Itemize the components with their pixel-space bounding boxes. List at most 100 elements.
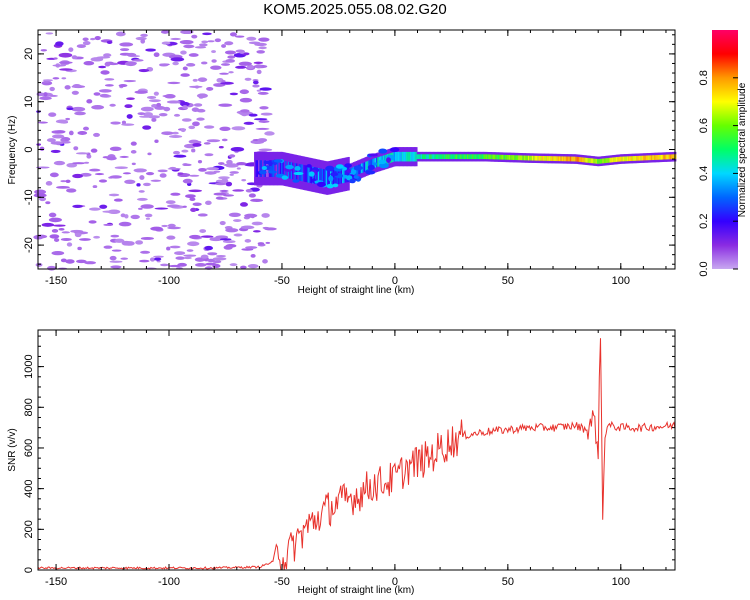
noise-blob bbox=[61, 77, 67, 80]
noise-blob bbox=[93, 92, 101, 96]
ridge-core bbox=[519, 155, 522, 161]
ridge-core bbox=[400, 151, 403, 162]
noise-blob bbox=[88, 220, 97, 224]
ridge-core bbox=[277, 160, 280, 177]
noise-blob bbox=[84, 261, 97, 265]
noise-blob bbox=[244, 239, 252, 243]
noise-blob bbox=[71, 106, 86, 112]
noise-blob bbox=[188, 125, 196, 130]
ridge-core bbox=[561, 156, 564, 162]
snr-x-tick-label: 0 bbox=[392, 576, 398, 588]
ridge-core bbox=[514, 155, 517, 161]
noise-blob bbox=[239, 202, 248, 207]
ridge-core bbox=[576, 156, 579, 162]
noise-blob bbox=[78, 238, 91, 241]
ridge-core bbox=[587, 158, 590, 163]
noise-blob bbox=[145, 172, 155, 176]
noise-blob bbox=[219, 238, 232, 241]
ridge-blob bbox=[332, 183, 339, 188]
ridge-core bbox=[542, 155, 545, 161]
ridge-blob bbox=[330, 172, 339, 177]
ridge-core bbox=[657, 154, 661, 160]
noise-blob bbox=[153, 255, 164, 258]
noise-blob bbox=[41, 222, 55, 227]
noise-blob bbox=[201, 235, 214, 238]
noise-blob bbox=[102, 210, 116, 213]
noise-blob bbox=[65, 259, 75, 264]
noise-blob bbox=[206, 139, 221, 143]
noise-blob bbox=[219, 72, 229, 75]
ridge-core bbox=[355, 165, 358, 176]
noise-blob bbox=[153, 91, 159, 96]
noise-blob bbox=[90, 57, 104, 62]
noise-blob bbox=[218, 176, 230, 180]
ridge-core bbox=[591, 158, 594, 164]
ridge-core bbox=[393, 152, 396, 162]
ridge-blob bbox=[325, 165, 335, 172]
noise-blob bbox=[167, 223, 176, 228]
ridge-core bbox=[453, 154, 456, 160]
ridge-core bbox=[343, 166, 346, 183]
ridge-core bbox=[611, 157, 615, 163]
noise-blob bbox=[72, 162, 86, 165]
spectrogram-y-tick-label: -10 bbox=[23, 189, 35, 205]
ridge-blob bbox=[386, 157, 391, 163]
noise-blob bbox=[139, 115, 153, 118]
ridge-core bbox=[362, 162, 365, 173]
ridge-core bbox=[489, 154, 493, 160]
noise-blob bbox=[43, 80, 50, 84]
noise-blob bbox=[248, 113, 258, 117]
ridge-core bbox=[606, 158, 609, 163]
noise-blob bbox=[133, 168, 147, 173]
noise-blob bbox=[172, 61, 179, 66]
ridge-core bbox=[443, 154, 446, 160]
noise-blob bbox=[182, 66, 188, 71]
noise-blob bbox=[236, 161, 247, 166]
noise-blob bbox=[207, 252, 218, 256]
snr-x-tick-label: -150 bbox=[45, 576, 67, 588]
noise-blob bbox=[246, 64, 255, 70]
ridge-core bbox=[632, 156, 635, 161]
noise-blob bbox=[225, 228, 239, 233]
ridge-core bbox=[672, 154, 676, 160]
noise-blob bbox=[183, 256, 192, 260]
ridge-core bbox=[487, 154, 490, 160]
noise-blob bbox=[121, 240, 132, 246]
noise-blob bbox=[104, 84, 114, 87]
ridge-core bbox=[515, 155, 518, 161]
ridge-core bbox=[342, 166, 345, 184]
ridge-core bbox=[655, 155, 658, 160]
ridge-blob bbox=[328, 175, 334, 182]
noise-blob bbox=[253, 61, 264, 65]
ridge-core bbox=[526, 155, 529, 161]
colorbar-tick-label: 0.6 bbox=[698, 118, 710, 133]
ridge-core bbox=[575, 156, 578, 162]
noise-blob bbox=[241, 113, 248, 117]
ridge-core bbox=[493, 154, 497, 160]
snr-x-ticks: -150 -100 -50 0 50 100 bbox=[45, 330, 667, 588]
noise-blob bbox=[180, 101, 190, 107]
noise-blob bbox=[185, 194, 196, 199]
ridge-core bbox=[552, 156, 555, 161]
noise-blob bbox=[49, 172, 59, 178]
ridge-core bbox=[541, 155, 544, 161]
ridge-core bbox=[256, 160, 259, 177]
noise-blob bbox=[236, 167, 241, 170]
noise-blob bbox=[219, 220, 226, 226]
noise-blob bbox=[188, 139, 200, 144]
noise-blob bbox=[261, 213, 270, 218]
ridge-core bbox=[454, 154, 457, 160]
noise-blob bbox=[239, 89, 250, 95]
ridge-core bbox=[384, 155, 387, 165]
noise-blob bbox=[189, 197, 196, 201]
snr-y-tick-label: 200 bbox=[23, 520, 35, 538]
ridge-core bbox=[571, 156, 574, 162]
ridge-core bbox=[613, 157, 616, 163]
noise-blob bbox=[194, 263, 207, 267]
ridge-core bbox=[580, 157, 583, 163]
noise-blob bbox=[109, 103, 116, 107]
ridge-core bbox=[274, 160, 277, 177]
noise-blob bbox=[53, 57, 58, 60]
ridge-core bbox=[422, 154, 425, 160]
